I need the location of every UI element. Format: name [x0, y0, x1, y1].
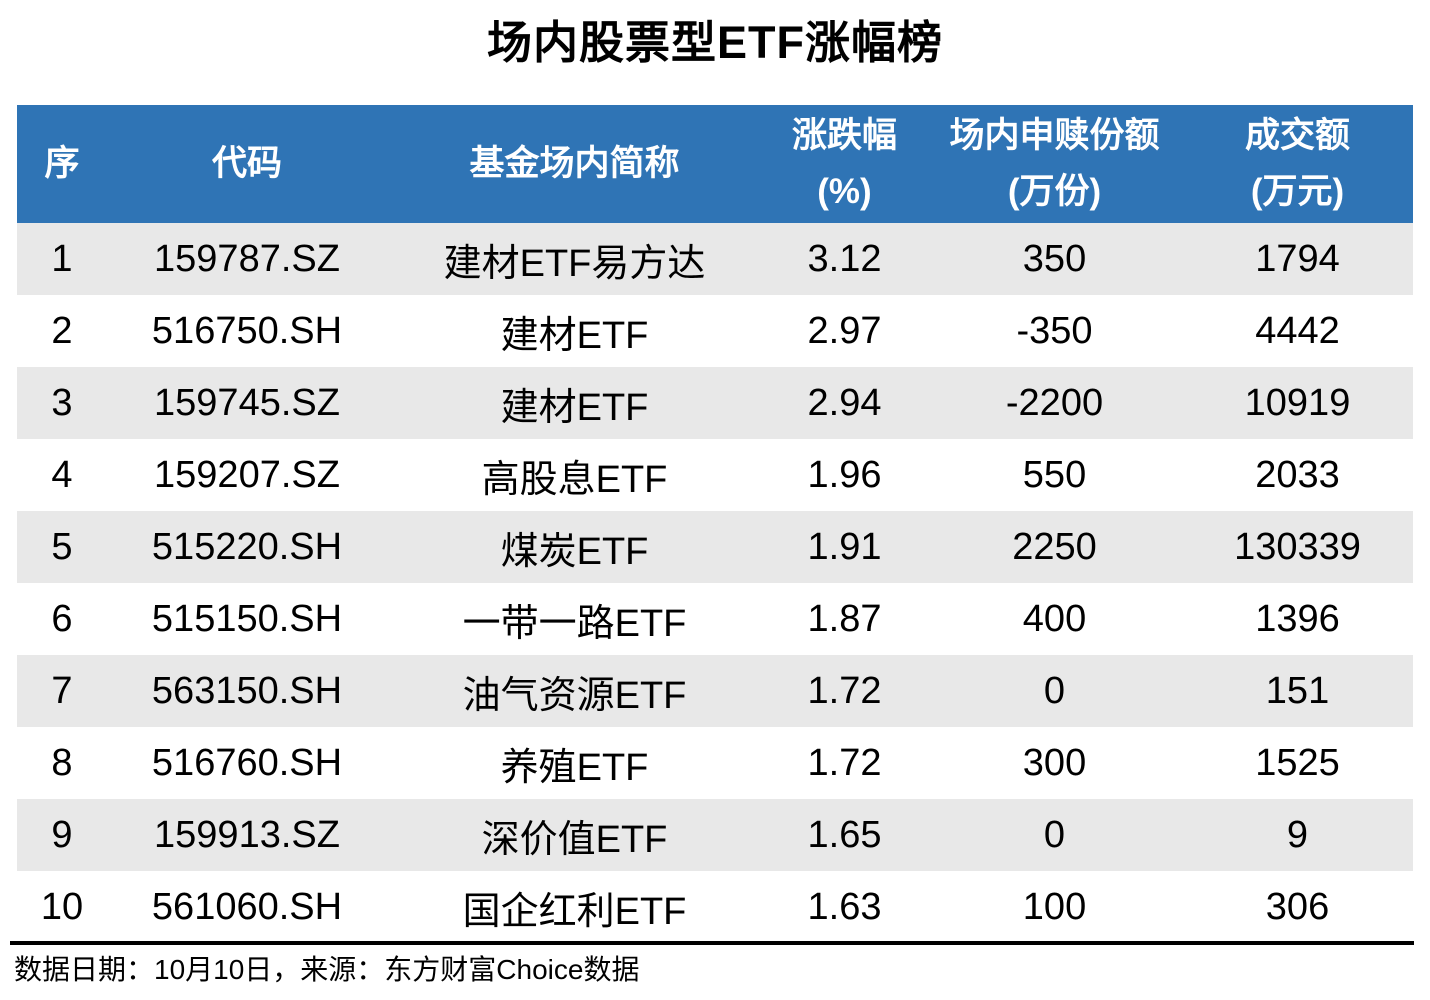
cell-turnover: 306 — [1265, 885, 1330, 928]
col-header-change: 涨跌幅 (%) — [762, 105, 927, 223]
cell-turnover: 2033 — [1255, 453, 1340, 496]
cell-change: 1.65 — [807, 813, 882, 856]
cell-code: 159913.SZ — [154, 813, 340, 856]
cell-shares: 400 — [1022, 597, 1087, 640]
cell-shares: 350 — [1022, 237, 1087, 280]
cell-name: 高股息ETF — [481, 458, 668, 501]
table-row: 1 159787.SZ 建材ETF易方达 3.12 350 1794 — [17, 223, 1413, 295]
col-header-change-label: 涨跌幅 — [791, 116, 897, 155]
cell-turnover: 4442 — [1255, 309, 1340, 352]
cell-turnover: 10919 — [1244, 381, 1351, 424]
table-row: 3 159745.SZ 建材ETF 2.94 -2200 10919 — [17, 367, 1413, 439]
cell-turnover: 1525 — [1255, 741, 1340, 784]
table-row: 7 563150.SH 油气资源ETF 1.72 0 151 — [17, 655, 1413, 727]
page-title: 场内股票型ETF涨幅榜 — [487, 17, 943, 68]
col-header-shares: 场内申赎份额 (万份) — [927, 105, 1182, 223]
cell-shares: 300 — [1022, 741, 1087, 784]
cell-code: 159745.SZ — [154, 381, 340, 424]
table-row: 9 159913.SZ 深价值ETF 1.65 0 9 — [17, 799, 1413, 871]
col-header-turnover-label: 成交额 — [1244, 116, 1350, 155]
col-header-shares-label: 场内申赎份额 — [949, 116, 1160, 155]
cell-turnover: 151 — [1265, 669, 1330, 712]
col-header-code: 代码 — [107, 105, 387, 223]
cell-shares: -350 — [1016, 309, 1093, 352]
cell-code: 515220.SH — [151, 525, 343, 568]
cell-code: 563150.SH — [151, 669, 343, 712]
footer-divider — [10, 941, 1414, 945]
cell-change: 1.72 — [807, 669, 882, 712]
cell-code: 159207.SZ — [154, 453, 340, 496]
cell-seq: 6 — [51, 597, 73, 640]
data-source-note: 数据日期：10月10日，来源：东方财富Choice数据 — [14, 954, 640, 985]
cell-seq: 3 — [51, 381, 73, 424]
cell-shares: 0 — [1043, 669, 1066, 712]
cell-change: 1.63 — [807, 885, 882, 928]
cell-name: 煤炭ETF — [500, 530, 649, 573]
cell-seq: 9 — [51, 813, 73, 856]
cell-seq: 5 — [51, 525, 73, 568]
cell-name: 深价值ETF — [481, 818, 668, 861]
cell-change: 2.94 — [807, 381, 882, 424]
cell-code: 516750.SH — [151, 309, 343, 352]
cell-name: 一带一路ETF — [462, 602, 687, 645]
cell-code: 561060.SH — [151, 885, 343, 928]
cell-name: 国企红利ETF — [462, 890, 687, 933]
cell-seq: 10 — [40, 885, 84, 928]
cell-shares: 0 — [1043, 813, 1066, 856]
col-header-code-label: 代码 — [211, 144, 282, 183]
table-row: 4 159207.SZ 高股息ETF 1.96 550 2033 — [17, 439, 1413, 511]
cell-change: 1.72 — [807, 741, 882, 784]
col-header-change-unit: (%) — [817, 172, 872, 211]
cell-turnover: 1794 — [1255, 237, 1340, 280]
cell-code: 516760.SH — [151, 741, 343, 784]
cell-name: 油气资源ETF — [462, 674, 687, 717]
col-header-name: 基金场内简称 — [387, 105, 762, 223]
cell-turnover: 1396 — [1255, 597, 1340, 640]
cell-turnover: 130339 — [1234, 525, 1361, 568]
cell-seq: 7 — [51, 669, 73, 712]
cell-change: 3.12 — [807, 237, 882, 280]
table-header: 序 代码 基金场内简称 涨跌幅 (%) 场内申赎份额 (万份) 成交额 (万元) — [17, 105, 1413, 223]
cell-name: 建材ETF — [500, 386, 649, 429]
cell-shares: 100 — [1022, 885, 1087, 928]
cell-shares: 550 — [1022, 453, 1087, 496]
cell-turnover: 9 — [1286, 813, 1309, 856]
table-row: 8 516760.SH 养殖ETF 1.72 300 1525 — [17, 727, 1413, 799]
col-header-turnover: 成交额 (万元) — [1182, 105, 1413, 223]
table-body: 1 159787.SZ 建材ETF易方达 3.12 350 1794 2 516… — [17, 223, 1413, 943]
cell-seq: 1 — [51, 237, 73, 280]
cell-code: 159787.SZ — [154, 237, 340, 280]
cell-name: 建材ETF — [500, 314, 649, 357]
table-row: 10 561060.SH 国企红利ETF 1.63 100 306 — [17, 871, 1413, 943]
col-header-shares-unit: (万份) — [1007, 172, 1102, 211]
col-header-seq-label: 序 — [44, 144, 80, 183]
cell-seq: 4 — [51, 453, 73, 496]
cell-name: 建材ETF易方达 — [443, 242, 706, 285]
col-header-turnover-unit: (万元) — [1250, 172, 1345, 211]
header-row: 序 代码 基金场内简称 涨跌幅 (%) 场内申赎份额 (万份) 成交额 (万元) — [17, 105, 1413, 223]
col-header-seq: 序 — [17, 105, 107, 223]
cell-change: 1.87 — [807, 597, 882, 640]
cell-change: 1.96 — [807, 453, 882, 496]
cell-shares: -2200 — [1005, 381, 1104, 424]
table-row: 6 515150.SH 一带一路ETF 1.87 400 1396 — [17, 583, 1413, 655]
cell-seq: 2 — [51, 309, 73, 352]
cell-seq: 8 — [51, 741, 73, 784]
col-header-name-label: 基金场内简称 — [469, 144, 680, 183]
table-row: 2 516750.SH 建材ETF 2.97 -350 4442 — [17, 295, 1413, 367]
cell-name: 养殖ETF — [500, 746, 649, 789]
cell-change: 1.91 — [807, 525, 882, 568]
cell-shares: 2250 — [1012, 525, 1097, 568]
cell-change: 2.97 — [807, 309, 882, 352]
table-row: 5 515220.SH 煤炭ETF 1.91 2250 130339 — [17, 511, 1413, 583]
etf-gainers-table: 序 代码 基金场内简称 涨跌幅 (%) 场内申赎份额 (万份) 成交额 (万元)… — [17, 105, 1413, 943]
cell-code: 515150.SH — [151, 597, 343, 640]
